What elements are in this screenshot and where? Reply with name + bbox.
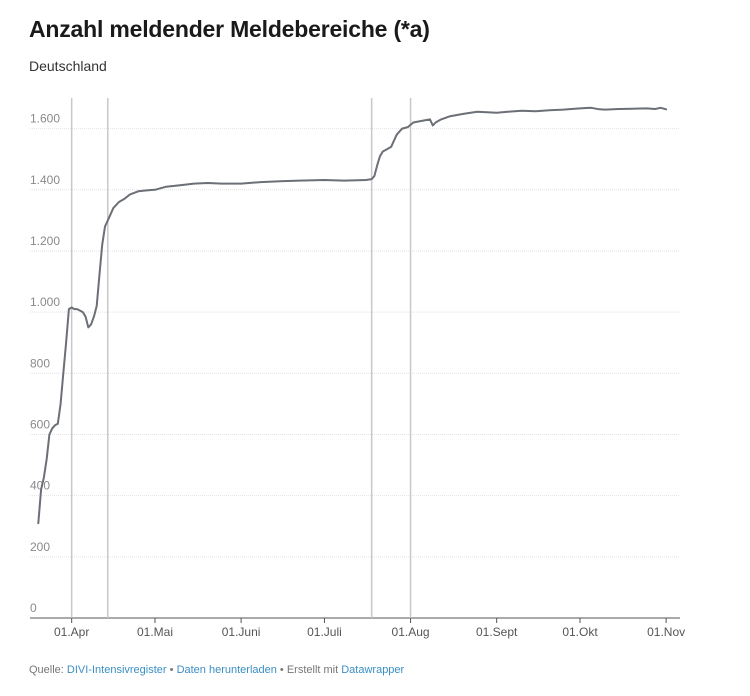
y-tick-label: 400 [30, 479, 50, 493]
y-tick-label: 0 [30, 601, 37, 615]
chart-subtitle: Deutschland [29, 58, 107, 74]
datawrapper-link[interactable]: Datawrapper [341, 664, 405, 676]
x-tick-label: 01.Okt [562, 625, 598, 639]
separator: • [169, 664, 174, 676]
x-tick-label: 01.Nov [647, 625, 685, 639]
y-tick-label: 1.600 [30, 112, 60, 126]
download-data-link[interactable]: Daten herunterladen [176, 664, 277, 676]
source-link[interactable]: DIVI-Intensivregister [66, 664, 167, 676]
chart-title: Anzahl meldender Meldebereiche (*a) [29, 16, 430, 42]
y-tick-label: 1.200 [30, 234, 60, 248]
x-tick-label: 01.Sept [476, 625, 518, 639]
y-tick-label: 1.400 [30, 173, 60, 187]
series-line [37, 106, 668, 525]
x-tick-label: 01.Apr [54, 625, 89, 639]
created-with-text: • Erstellt mit [279, 664, 339, 676]
y-tick-label: 200 [30, 540, 50, 554]
y-tick-label: 1.000 [30, 295, 60, 309]
chart-footer: Quelle: DIVI-Intensivregister • Daten he… [29, 664, 404, 676]
x-tick-label: 01.Mai [137, 625, 173, 639]
x-tick-label: 01.Juli [307, 625, 342, 639]
x-tick-label: 01.Aug [392, 625, 430, 639]
x-tick-label: 01.Juni [222, 625, 261, 639]
line-chart: 0 200 400 600 800 1.000 1.200 1.400 1.600 01.Apr 0… [30, 98, 685, 639]
y-tick-label: 600 [30, 417, 50, 431]
source-label: Quelle: [29, 664, 64, 676]
y-tick-label: 800 [30, 356, 50, 370]
